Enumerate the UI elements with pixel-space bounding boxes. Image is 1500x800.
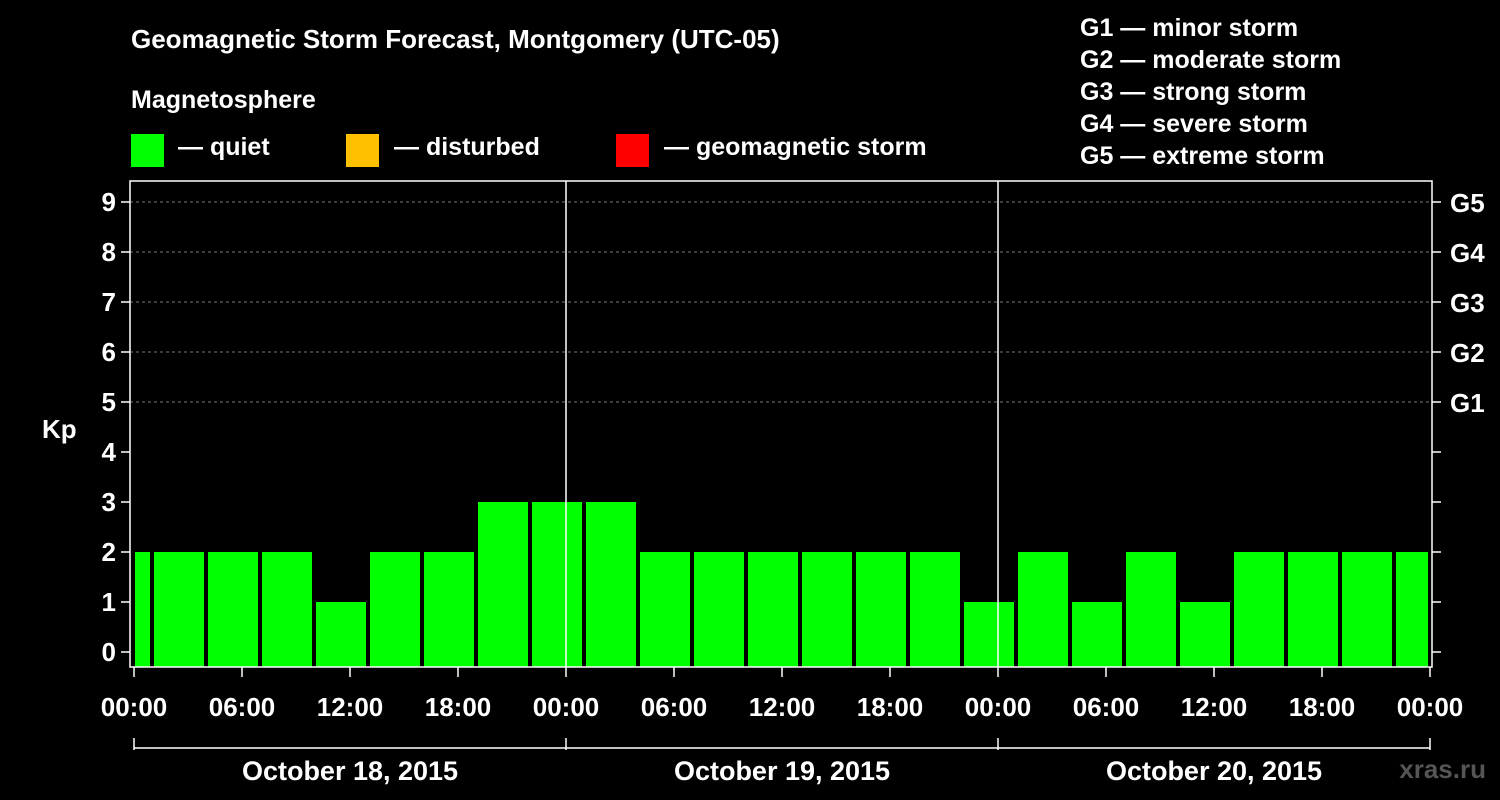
g-level-label: G4 <box>1450 238 1485 268</box>
kp-bar <box>748 552 798 667</box>
g-scale-item: G4 — severe storm <box>1080 110 1308 138</box>
kp-bar <box>262 552 312 667</box>
g-scale-item: G2 — moderate storm <box>1080 46 1342 74</box>
legend-label-storm: — geomagnetic storm <box>664 133 927 161</box>
kp-bar <box>856 552 906 667</box>
x-tick-label: 12:00 <box>317 692 384 722</box>
y-tick-label: 0 <box>102 637 116 667</box>
kp-bar <box>1018 552 1068 667</box>
y-axis-label: Kp <box>42 414 77 444</box>
y-tick-label: 2 <box>102 537 116 567</box>
kp-bar <box>316 602 366 667</box>
legend-label-disturbed: — disturbed <box>394 133 540 161</box>
y-tick-label: 8 <box>102 237 116 267</box>
kp-bar <box>1180 602 1230 667</box>
legend-swatch-disturbed <box>346 134 379 167</box>
y-tick-label: 5 <box>102 387 116 417</box>
y-tick-label: 3 <box>102 487 116 517</box>
chart-title: Geomagnetic Storm Forecast, Montgomery (… <box>131 24 780 54</box>
kp-bar <box>424 552 474 667</box>
y-tick-label: 9 <box>102 187 116 217</box>
kp-bar <box>910 552 960 667</box>
kp-bar <box>208 552 258 667</box>
x-tick-label: 00:00 <box>101 692 168 722</box>
y-tick-label: 4 <box>102 437 117 467</box>
y-tick-label: 6 <box>102 337 116 367</box>
kp-bar <box>154 552 204 667</box>
g-scale-item: G5 — extreme storm <box>1080 142 1325 170</box>
x-tick-label: 06:00 <box>641 692 708 722</box>
x-tick-label: 06:00 <box>1073 692 1140 722</box>
kp-bar <box>586 502 636 667</box>
g-scale-item: G3 — strong storm <box>1080 78 1307 106</box>
g-level-label: G1 <box>1450 388 1485 418</box>
kp-bar <box>964 602 1014 667</box>
kp-bar <box>1396 552 1428 667</box>
day-label: October 20, 2015 <box>1106 756 1322 786</box>
x-tick-label: 18:00 <box>1289 692 1356 722</box>
x-tick-label: 12:00 <box>1181 692 1248 722</box>
g-level-label: G2 <box>1450 338 1485 368</box>
kp-bar <box>802 552 852 667</box>
day-label: October 19, 2015 <box>674 756 890 786</box>
kp-bar <box>694 552 744 667</box>
kp-bar <box>1072 602 1122 667</box>
kp-bar <box>1342 552 1392 667</box>
g-level-label: G3 <box>1450 288 1485 318</box>
day-label: October 18, 2015 <box>242 756 458 786</box>
legend-swatch-storm <box>616 134 649 167</box>
x-tick-label: 18:00 <box>425 692 492 722</box>
kp-bar <box>370 552 420 667</box>
kp-bar <box>1126 552 1176 667</box>
x-tick-label: 12:00 <box>749 692 816 722</box>
x-tick-label: 00:00 <box>533 692 600 722</box>
legend-label-quiet: — quiet <box>178 133 270 161</box>
watermark: xras.ru <box>1399 754 1486 784</box>
plot-frame <box>129 180 1433 668</box>
kp-bar <box>1288 552 1338 667</box>
g-scale-item: G1 — minor storm <box>1080 14 1299 42</box>
y-tick-label: 7 <box>102 287 116 317</box>
legend-swatch-quiet <box>131 134 164 167</box>
kp-bar <box>640 552 690 667</box>
kp-bar <box>1234 552 1284 667</box>
g-level-label: G5 <box>1450 188 1485 218</box>
x-tick-label: 00:00 <box>965 692 1032 722</box>
kp-bar <box>532 502 582 667</box>
x-tick-label: 00:00 <box>1397 692 1464 722</box>
x-tick-label: 06:00 <box>209 692 276 722</box>
x-tick-label: 18:00 <box>857 692 924 722</box>
y-tick-label: 1 <box>102 587 116 617</box>
legend-title: Magnetosphere <box>131 86 316 114</box>
kp-bar <box>478 502 528 667</box>
kp-bar <box>135 552 150 667</box>
